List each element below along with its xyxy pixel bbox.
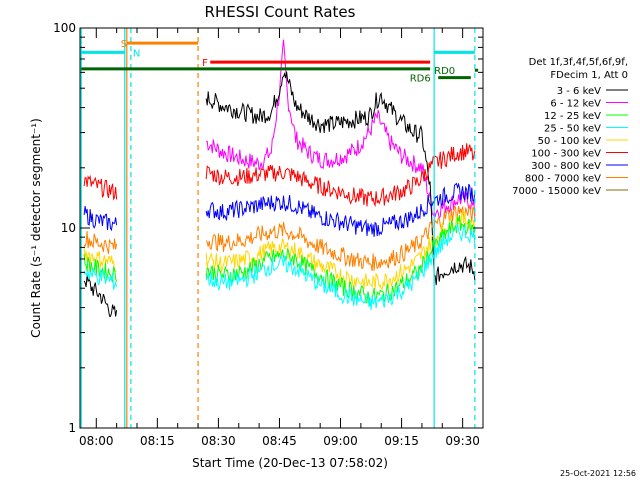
series-25-50-keV-seg-1 [205, 223, 476, 311]
series-800-7000-keV-seg-0 [83, 231, 118, 255]
series-25-50-keV-seg-0 [83, 268, 118, 290]
legend-label-8: 7000 - 15000 keV [512, 186, 601, 197]
series-50-100-keV-seg-0 [83, 246, 117, 273]
x-tick-label-4: 09:00 [323, 434, 358, 448]
chart-title: RHESSI Count Rates [205, 3, 356, 21]
interval-label-s: S [121, 39, 127, 50]
legend-label-5: 100 - 300 keV [531, 149, 601, 160]
interval-label-f: F [202, 58, 208, 69]
x-tick-label-0: 08:00 [79, 434, 114, 448]
series-300-800-keV-seg-0 [83, 206, 118, 232]
series-3-6-keV-seg-1 [205, 71, 476, 286]
x-tick-label-2: 08:30 [201, 434, 236, 448]
series-100-300-keV-seg-1 [205, 143, 476, 208]
x-axis-label: Start Time (20-Dec-13 07:58:02) [192, 456, 388, 470]
legend-label-1: 6 - 12 keV [550, 99, 601, 110]
legend-header-line-2: FDecim 1, Att 0 [550, 70, 628, 81]
series-300-800-keV-seg-1 [205, 182, 476, 237]
y-tick-label-1: 10 [61, 221, 76, 235]
y-tick-label-2: 100 [53, 21, 76, 35]
series-3-6-keV-seg-0 [83, 274, 118, 317]
x-tick-label-1: 08:15 [140, 434, 175, 448]
legend-label-0: 3 - 6 keV [557, 86, 601, 97]
legend-label-4: 50 - 100 keV [538, 136, 602, 147]
interval-label-rd6: RD6 [410, 74, 431, 85]
series-50-100-keV-seg-1 [205, 210, 476, 291]
legend-label-2: 12 - 25 keV [544, 111, 601, 122]
series-800-7000-keV-seg-1 [205, 204, 476, 272]
interval-label-rd0: RD0 [434, 66, 455, 77]
series-12-25-keV-seg-1 [205, 215, 476, 307]
series-100-300-keV-seg-0 [83, 174, 118, 201]
legend-header-line-1: Det 1f,3f,4f,5f,6f,9f, [529, 57, 628, 68]
legend-label-6: 300 - 800 keV [531, 161, 601, 172]
series-layer [83, 39, 476, 317]
axes: 1 10 100 08:00 08:15 08:30 08:45 09:00 09:15 09:3… [53, 21, 484, 448]
legend-label-7: 800 - 7000 keV [525, 174, 601, 185]
x-tick-label-5: 09:15 [384, 434, 419, 448]
x-tick-label-3: 08:45 [262, 434, 297, 448]
interval-label-n: N [133, 48, 140, 59]
footer-timestamp: 25-Oct-2021 12:56 [560, 469, 636, 478]
x-tick-label-6: 09:30 [445, 434, 480, 448]
y-axis-label: Count Rate (s⁻¹ detector segment⁻¹) [29, 118, 43, 338]
legend-label-3: 25 - 50 keV [544, 124, 601, 135]
y-tick-label-0: 1 [68, 421, 76, 435]
